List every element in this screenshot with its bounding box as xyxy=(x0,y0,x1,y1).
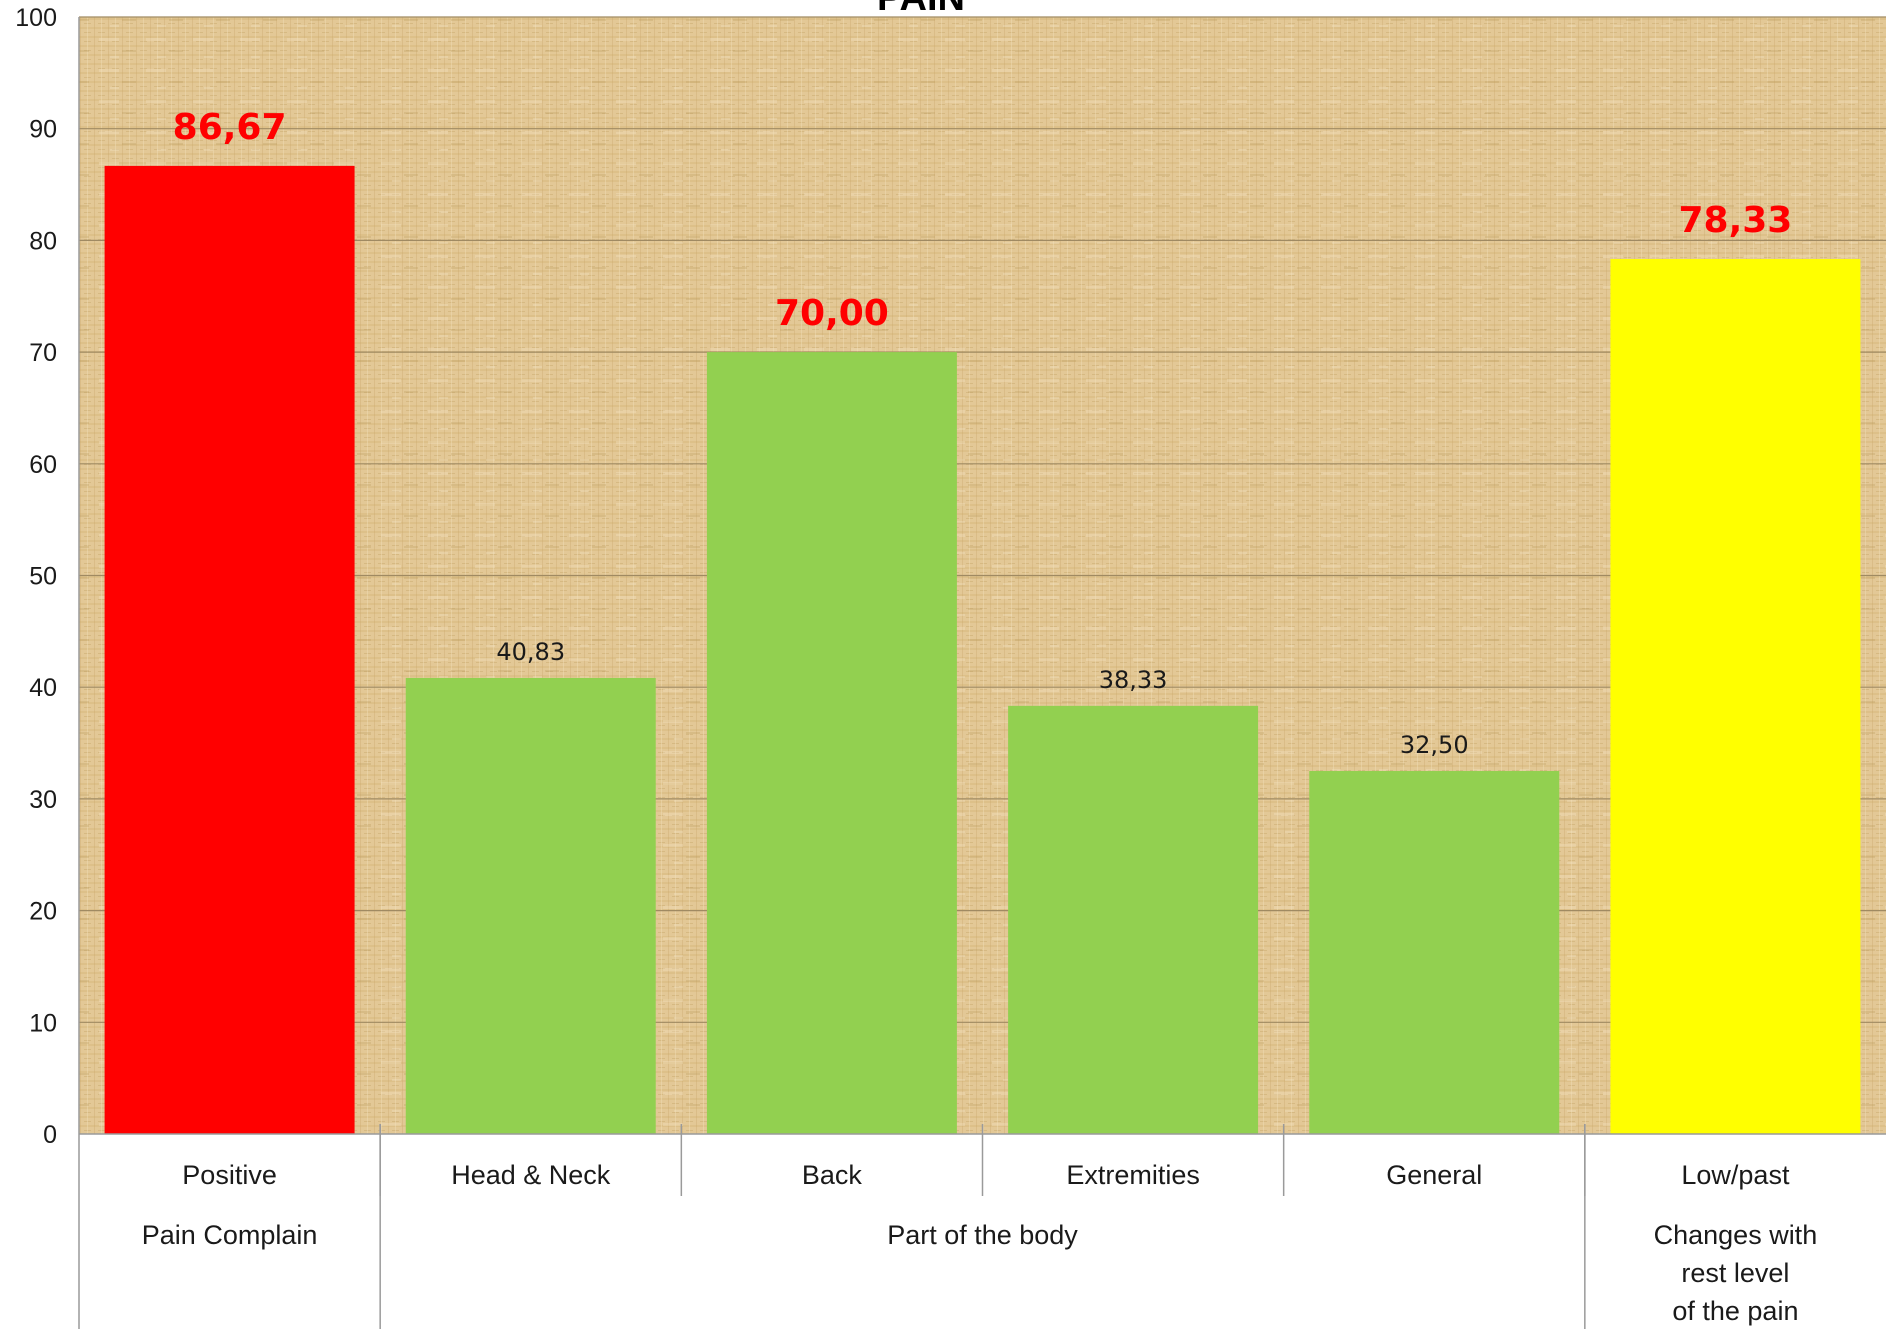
y-tick-labels: 0 10 20 30 40 50 60 70 80 90 100 xyxy=(15,4,57,1149)
y-tick-label: 80 xyxy=(29,227,57,255)
value-label: 70,00 xyxy=(775,293,889,334)
y-tick-label: 50 xyxy=(29,563,57,591)
bar xyxy=(1008,705,1259,1134)
value-label: 78,33 xyxy=(1678,200,1792,241)
bar xyxy=(1309,770,1560,1134)
category-label: General xyxy=(1386,1160,1482,1190)
y-tick-label: 100 xyxy=(15,4,57,32)
gridlines xyxy=(79,16,1886,1023)
group-label: Changes with xyxy=(1654,1220,1818,1250)
y-tick-label: 30 xyxy=(29,786,57,814)
chart-title: PAIN xyxy=(877,0,965,19)
y-tick-label: 60 xyxy=(29,451,57,479)
group-label: Pain Complain xyxy=(142,1220,318,1250)
category-labels: Positive Head & Neck Back Extremities Genera… xyxy=(182,1124,1790,1196)
group-labels: Pain Complain Part of the body Changes wit… xyxy=(142,1124,1817,1329)
value-label: 40,83 xyxy=(496,638,565,666)
category-label: Head & Neck xyxy=(451,1160,611,1190)
group-label: Part of the body xyxy=(887,1220,1078,1250)
value-labels: 86,67 40,83 70,00 38,33 32,50 78,33 xyxy=(173,107,1793,759)
value-label: 32,50 xyxy=(1400,731,1469,759)
y-tick-label: 10 xyxy=(29,1009,57,1037)
y-tick-label: 70 xyxy=(29,339,57,367)
y-tick-label: 0 xyxy=(43,1121,57,1149)
y-tick-label: 20 xyxy=(29,898,57,926)
value-label: 38,33 xyxy=(1099,666,1168,694)
y-tick-label: 90 xyxy=(29,116,57,144)
bar xyxy=(104,165,355,1134)
bar xyxy=(1610,259,1861,1134)
category-label: Back xyxy=(802,1160,863,1190)
bar xyxy=(405,677,656,1134)
group-label: rest level xyxy=(1681,1258,1789,1288)
group-label: of the pain xyxy=(1672,1296,1798,1326)
y-tick-label: 40 xyxy=(29,674,57,702)
category-label: Positive xyxy=(182,1160,277,1190)
category-label: Low/past xyxy=(1681,1160,1790,1190)
value-label: 86,67 xyxy=(173,107,287,148)
category-label: Extremities xyxy=(1066,1160,1200,1190)
bar xyxy=(706,352,957,1135)
bars xyxy=(104,165,1861,1135)
